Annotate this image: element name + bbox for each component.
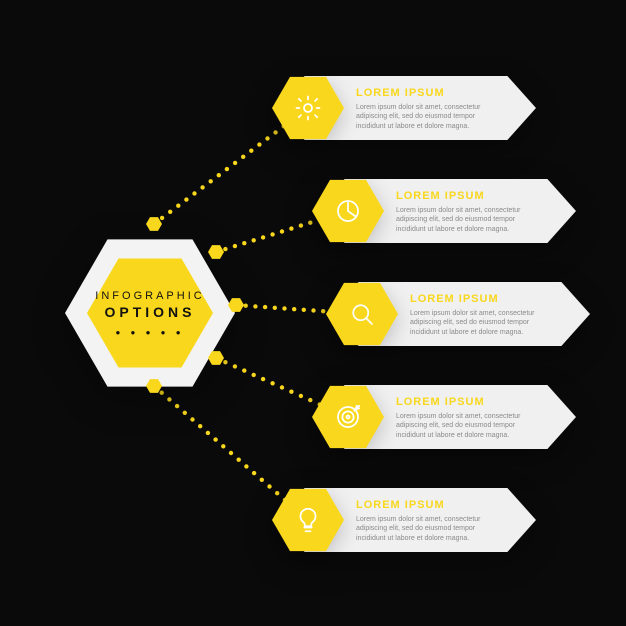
option-text: LOREM IPSUM Lorem ipsum dolor sit amet, c… bbox=[396, 189, 542, 235]
target-icon bbox=[312, 381, 384, 453]
option-title: LOREM IPSUM bbox=[410, 293, 556, 305]
pie-icon bbox=[312, 175, 384, 247]
bulb-icon bbox=[272, 484, 344, 556]
center-line2: OPTIONS bbox=[104, 304, 195, 320]
option-body: Lorem ipsum dolor sit amet, consectetur … bbox=[396, 412, 542, 440]
option-body: Lorem ipsum dolor sit amet, consectetur … bbox=[396, 206, 542, 234]
option-text: LOREM IPSUM Lorem ipsum dolor sit amet, c… bbox=[396, 395, 542, 441]
option-card: LOREM IPSUM Lorem ipsum dolor sit amet, c… bbox=[316, 179, 576, 243]
option-title: LOREM IPSUM bbox=[396, 190, 542, 202]
option-title: LOREM IPSUM bbox=[356, 87, 502, 99]
option-text: LOREM IPSUM Lorem ipsum dolor sit amet, c… bbox=[356, 86, 502, 132]
option-text: LOREM IPSUM Lorem ipsum dolor sit amet, c… bbox=[356, 498, 502, 544]
search-icon bbox=[326, 278, 398, 350]
option-body: Lorem ipsum dolor sit amet, consectetur … bbox=[410, 309, 556, 337]
option-body: Lorem ipsum dolor sit amet, consectetur … bbox=[356, 103, 502, 131]
option-title: LOREM IPSUM bbox=[396, 396, 542, 408]
option-hex bbox=[312, 175, 384, 247]
option-hex bbox=[272, 484, 344, 556]
option-card: LOREM IPSUM Lorem ipsum dolor sit amet, c… bbox=[276, 488, 536, 552]
option-body: Lorem ipsum dolor sit amet, consectetur … bbox=[356, 515, 502, 543]
option-text: LOREM IPSUM Lorem ipsum dolor sit amet, c… bbox=[410, 292, 556, 338]
option-title: LOREM IPSUM bbox=[356, 499, 502, 511]
option-card: LOREM IPSUM Lorem ipsum dolor sit amet, c… bbox=[276, 76, 536, 140]
option-card: LOREM IPSUM Lorem ipsum dolor sit amet, c… bbox=[330, 282, 590, 346]
option-card: LOREM IPSUM Lorem ipsum dolor sit amet, c… bbox=[316, 385, 576, 449]
infographic-stage: INFOGRAPHIC OPTIONS ● ● ● ● ● LOREM IPSU… bbox=[0, 0, 626, 626]
option-hex bbox=[326, 278, 398, 350]
option-hex bbox=[312, 381, 384, 453]
center-dots: ● ● ● ● ● bbox=[115, 328, 184, 337]
option-hex bbox=[272, 72, 344, 144]
gear-icon bbox=[272, 72, 344, 144]
center-line1: INFOGRAPHIC bbox=[95, 290, 204, 302]
